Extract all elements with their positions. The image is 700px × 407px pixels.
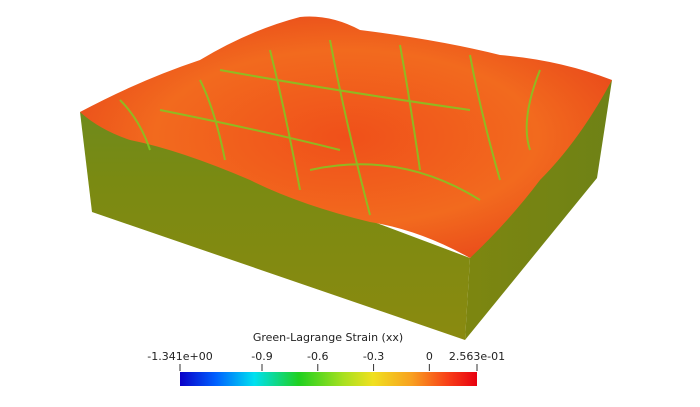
tick-label: -1.341e+00 [147,350,212,363]
strain-ridges [119,39,541,216]
render [80,16,612,340]
colorbar [180,372,477,386]
tick-label: -0.3 [363,350,384,363]
tick-label: -0.9 [251,350,272,363]
top-surface [80,16,612,258]
tick-label: 2.563e-01 [449,350,505,363]
tick-label: -0.6 [307,350,328,363]
tick-label: 0 [426,350,433,363]
side-face [465,80,612,340]
colorbar-ticks: -1.341e+00 -0.9 -0.6 -0.3 0 2.563e-01 [147,350,505,371]
colorbar-title: Green-Lagrange Strain (xx) [253,331,403,344]
front-face [80,112,470,340]
